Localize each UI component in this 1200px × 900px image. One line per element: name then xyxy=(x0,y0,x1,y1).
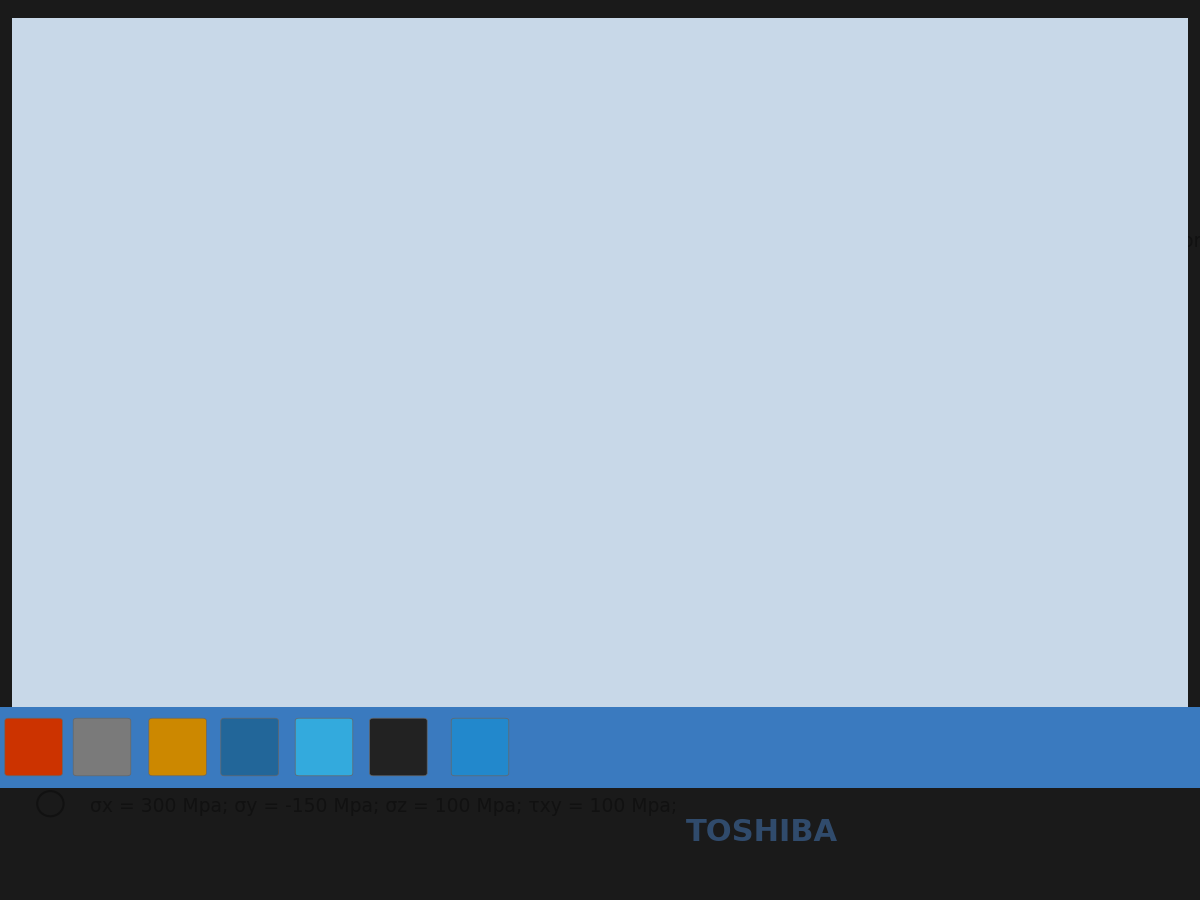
Text: A strain gauges system mounted at a point on a structural member that is subject: A strain gauges system mounted at a poin… xyxy=(36,63,1090,82)
Text: σx = -100 Mpa; σy = -50 Mpa; σz = 30 Mpa; τxy = 70 Mpa;: σx = -100 Mpa; σy = -50 Mpa; σz = 30 Mpa… xyxy=(90,608,648,626)
Text: Young’s modulus E = 200 Gpa and Poisson’s ratio v = 0.3;: Young’s modulus E = 200 Gpa and Poisson’… xyxy=(36,336,582,355)
Text: Determine the stress components: Determine the stress components xyxy=(36,232,396,251)
Text: εx = 3.8 x10⁻⁴ ; εy = 5.5 x10⁻⁵ ; εz = - 7.5 x10⁻⁵ ; Yxy = 9.1 x10⁻⁴ ;: εx = 3.8 x10⁻⁴ ; εy = 5.5 x10⁻⁵ ; εz = -… xyxy=(36,169,701,188)
Text: TOSHIBA: TOSHIBA xyxy=(686,818,838,847)
Text: Select one:: Select one: xyxy=(36,526,140,545)
Text: having the following elastic properties:: having the following elastic properties: xyxy=(36,284,401,303)
Text: σx = 300 Mpa; σy = -150 Mpa; σz = 100 Mpa; τxy = 100 Mpa;: σx = 300 Mpa; σy = -150 Mpa; σz = 100 Mp… xyxy=(90,796,677,815)
Text: if the member is made of an isotropic material with linear elastic behavior: if the member is made of an isotropic ma… xyxy=(498,232,1200,251)
Text: σx = -75 Mpa; σy = -50 Mpa; σz = 40 Mpa; τxy = 80 Mpa;: σx = -75 Mpa; σy = -50 Mpa; σz = 40 Mpa;… xyxy=(90,702,636,721)
Text: we have the following readings:: we have the following readings: xyxy=(36,115,335,134)
